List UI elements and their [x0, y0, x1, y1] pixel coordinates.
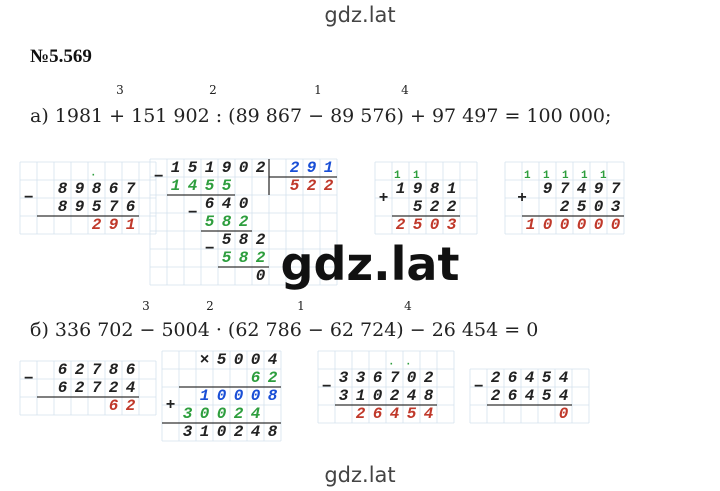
digits: 522: [413, 198, 464, 216]
digits: ×: [200, 351, 217, 369]
digits: −: [24, 189, 41, 207]
order-number: 3: [142, 299, 150, 313]
digits: 291: [290, 159, 341, 177]
digits: 5004: [217, 351, 285, 369]
expression-a: а) 1981 + 151 902 : (89 867 − 89 576) + …: [30, 105, 611, 127]
digits: 26454: [491, 369, 576, 387]
digits: 582: [222, 249, 273, 267]
digits: 336702: [339, 369, 441, 387]
digits: 62724: [58, 379, 143, 397]
order-number: 1: [297, 299, 305, 313]
digits: −: [24, 370, 41, 388]
digits: 291: [92, 216, 143, 234]
carry-mark: ·: [405, 359, 424, 371]
digits: −: [474, 378, 491, 396]
digits: 640: [205, 195, 256, 213]
digits: 1455: [171, 177, 239, 195]
digits: 100000: [526, 216, 628, 234]
carry-mark: 11: [394, 170, 432, 182]
order-number: 4: [401, 83, 409, 97]
carry-mark: ·: [90, 170, 109, 182]
digits: 62: [109, 397, 143, 415]
digits: 97497: [543, 180, 628, 198]
digits: 151902: [171, 159, 273, 177]
order-number: 2: [206, 299, 214, 313]
digits: 582: [222, 231, 273, 249]
digits: 1981: [396, 180, 464, 198]
digits: −: [322, 378, 339, 396]
order-number: 4: [404, 299, 412, 313]
digits: 0: [559, 405, 576, 423]
digits: 310248: [183, 423, 285, 441]
center-watermark: gdz.lat: [281, 237, 460, 291]
digits: −: [205, 240, 222, 258]
carry-mark: 11111: [524, 170, 619, 182]
digits: +: [517, 189, 534, 207]
digits: 0: [256, 267, 273, 285]
digits: 89576: [58, 198, 143, 216]
digits: 26454: [491, 387, 576, 405]
digits: 62786: [58, 361, 143, 379]
expression-b: б) 336 702 − 5004 · (62 786 − 62 724) − …: [30, 319, 538, 341]
footer-watermark: gdz.lat: [324, 463, 395, 487]
digits: 62: [251, 369, 285, 387]
carry-mark: ·: [388, 359, 407, 371]
order-number: 1: [314, 83, 322, 97]
digits: 2503: [396, 216, 464, 234]
digits: 30024: [183, 405, 268, 423]
task-number: №5.569: [30, 46, 92, 67]
digits: 10008: [200, 387, 285, 405]
digits: 582: [205, 213, 256, 231]
header-watermark: gdz.lat: [324, 3, 395, 27]
order-number: 2: [209, 83, 217, 97]
digits: 522: [290, 177, 341, 195]
digits: 310248: [339, 387, 441, 405]
digits: 89867: [58, 180, 143, 198]
digits: 2503: [560, 198, 628, 216]
digits: −: [188, 204, 205, 222]
digits: −: [154, 168, 171, 186]
order-number: 3: [116, 83, 124, 97]
digits: +: [379, 189, 396, 207]
digits: 26454: [356, 405, 441, 423]
digits: +: [166, 396, 183, 414]
